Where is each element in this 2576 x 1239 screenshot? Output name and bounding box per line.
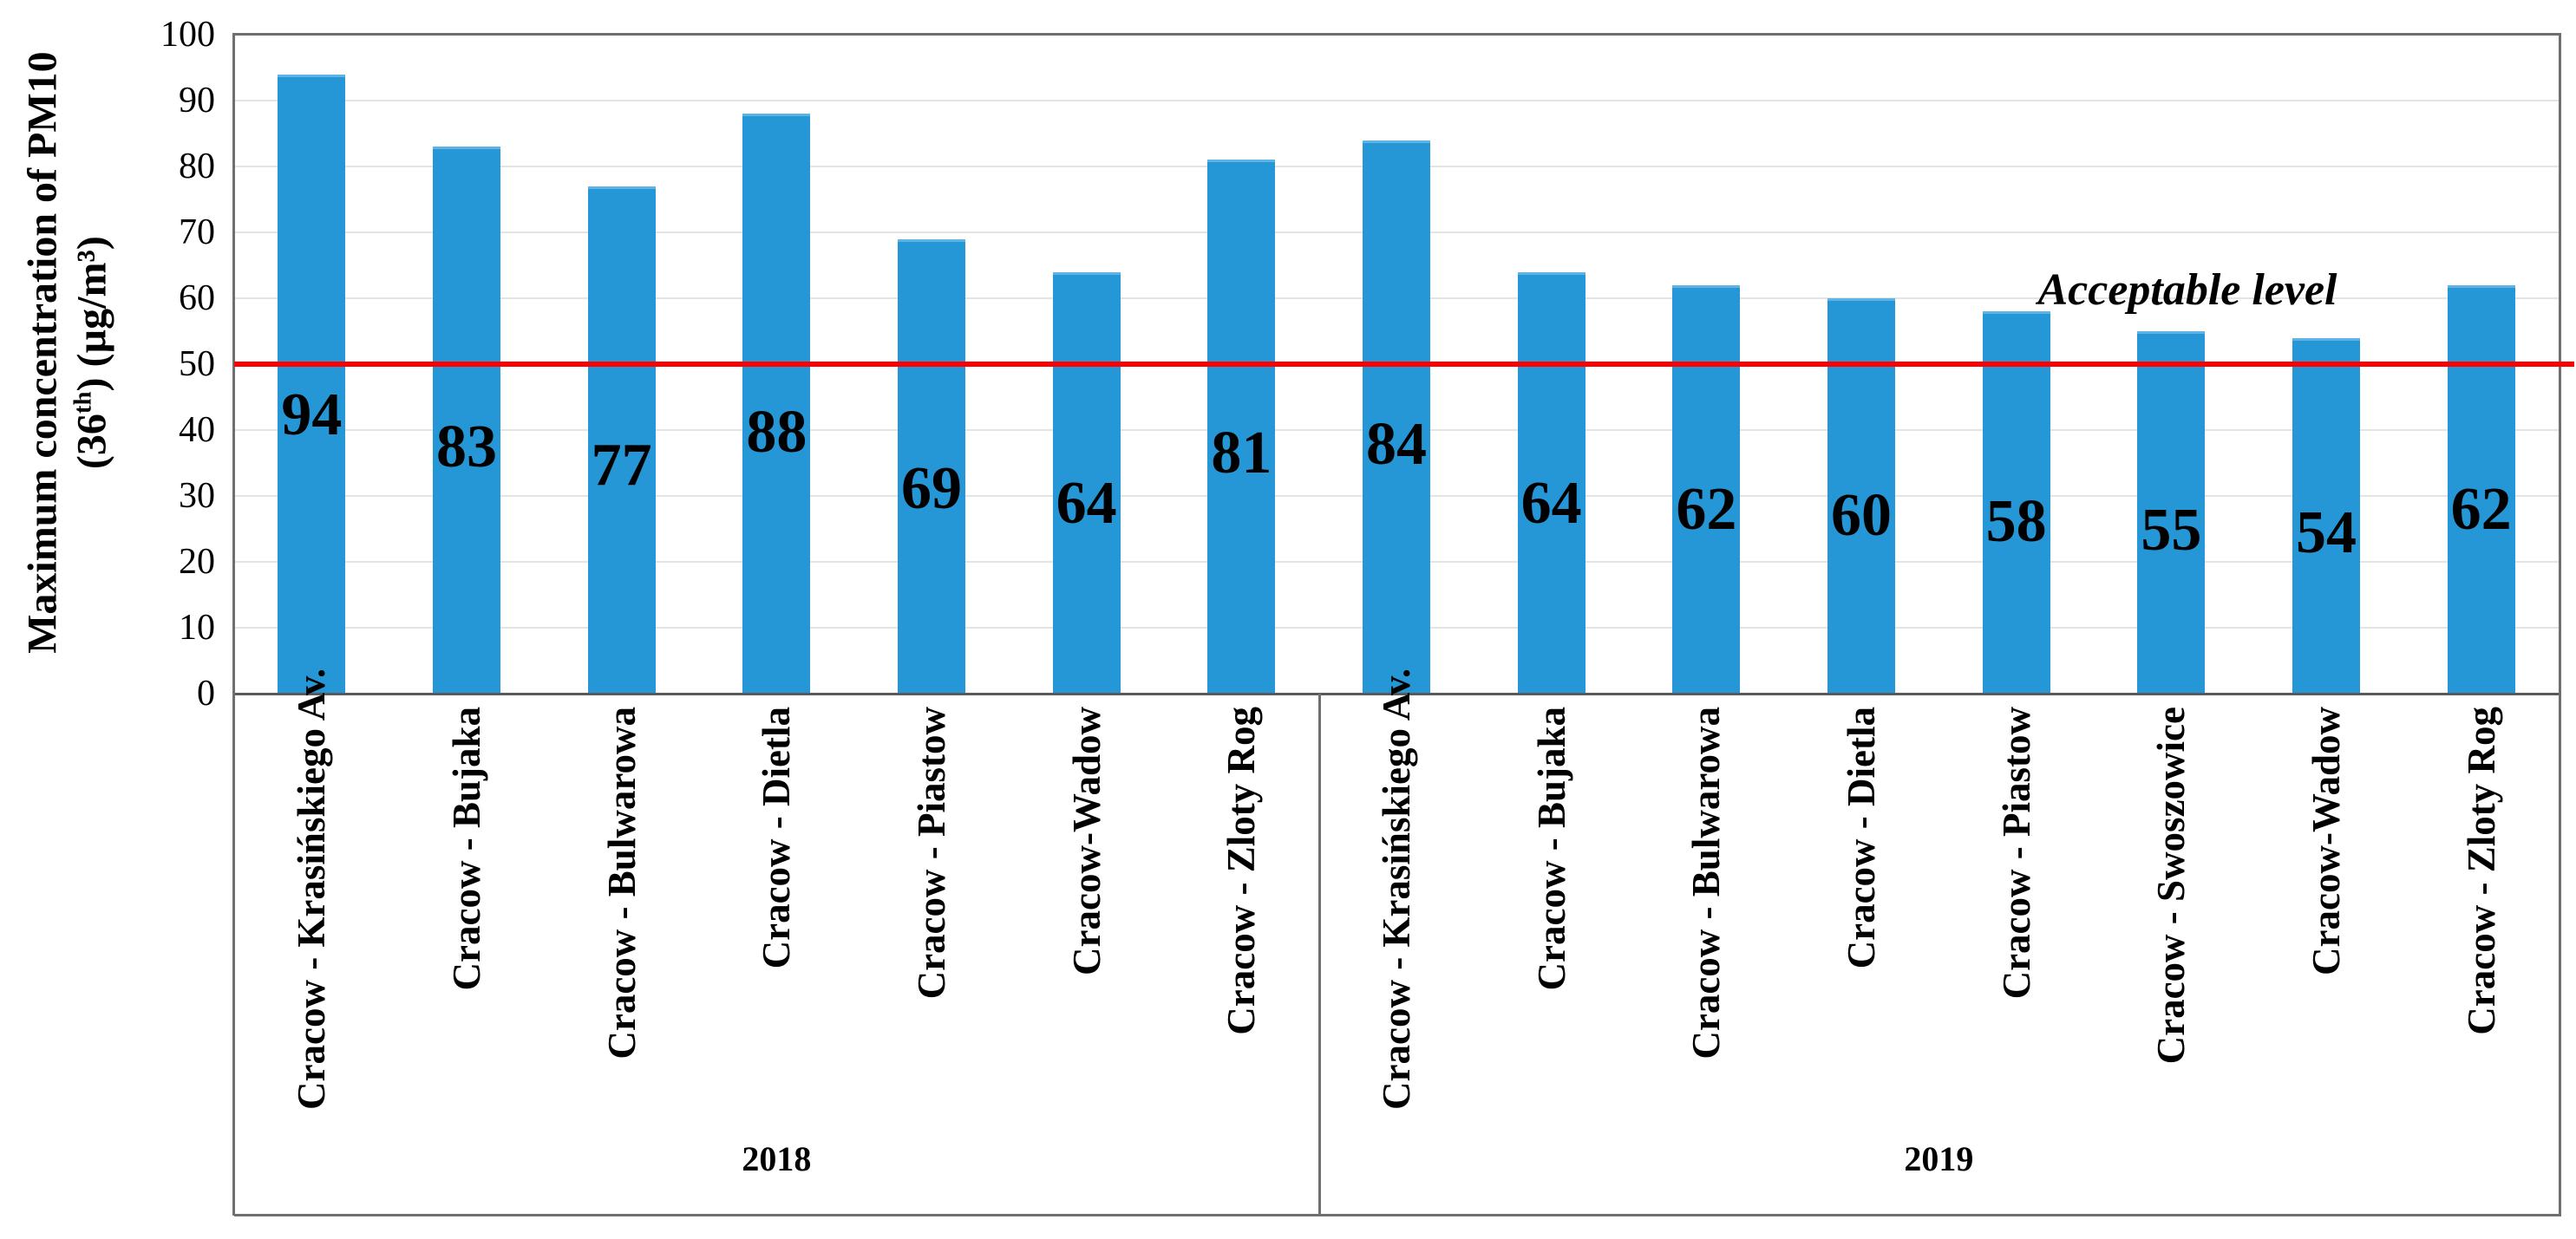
category-label: Cracow - Zloty Rog bbox=[1219, 707, 1264, 1035]
category-label: Cracow - Piastow bbox=[1994, 707, 2038, 1000]
acceptable-level-line bbox=[234, 362, 2574, 367]
category-band-bottom-line bbox=[234, 1214, 2561, 1216]
year-label-2018: 2018 bbox=[742, 1139, 812, 1178]
bar-value-label: 94 bbox=[281, 381, 343, 448]
bar-value-label: 58 bbox=[1985, 487, 2047, 555]
category-label: Cracow - Bulwarowa bbox=[599, 707, 644, 1060]
x-axis-line bbox=[234, 693, 2561, 695]
category-label: Cracow - Krasińskiego Av. bbox=[1375, 668, 1418, 1110]
category-label: Cracow - Bujaka bbox=[445, 707, 488, 991]
y-tick-label: 80 bbox=[179, 147, 215, 186]
bar-value-label: 81 bbox=[1211, 419, 1272, 486]
y-tick-label: 30 bbox=[179, 476, 215, 516]
bar bbox=[433, 147, 500, 694]
category-label: Cracow - Dietla bbox=[755, 707, 799, 969]
bar bbox=[1672, 284, 1741, 694]
bar-value-label: 64 bbox=[1056, 470, 1117, 538]
bar bbox=[1982, 311, 2050, 694]
bar bbox=[1363, 140, 1430, 694]
bar bbox=[587, 186, 656, 694]
bar bbox=[2137, 331, 2206, 694]
bar bbox=[1517, 271, 1585, 694]
y-tick-label: 10 bbox=[179, 608, 215, 648]
bar bbox=[742, 114, 811, 694]
bar-value-label: 88 bbox=[746, 399, 807, 466]
plot-border-top bbox=[234, 33, 2561, 36]
y-tick-label: 100 bbox=[160, 15, 215, 55]
bar-value-label: 60 bbox=[1831, 481, 1892, 549]
bar-value-label: 62 bbox=[2450, 475, 2512, 543]
category-label: Cracow - Dietla bbox=[1840, 707, 1883, 969]
y-tick-label: 90 bbox=[179, 81, 215, 121]
bar-value-label: 62 bbox=[1676, 475, 1737, 543]
bar bbox=[1207, 160, 1276, 694]
bar bbox=[898, 238, 965, 694]
y-tick-label: 0 bbox=[197, 674, 215, 714]
acceptable-level-label: Acceptable level bbox=[2037, 265, 2337, 315]
bar bbox=[278, 74, 346, 694]
y-tick-label: 70 bbox=[179, 212, 215, 252]
category-label: Cracow-Wadow bbox=[1064, 707, 1108, 975]
bar bbox=[1052, 271, 1121, 694]
category-label: Cracow-Wadow bbox=[2305, 707, 2348, 975]
y-tick-label: 50 bbox=[179, 344, 215, 384]
year-label-2019: 2019 bbox=[1904, 1139, 1974, 1178]
plot-border-left bbox=[232, 33, 235, 1216]
bar bbox=[2292, 337, 2360, 694]
bar-value-label: 64 bbox=[1520, 470, 1582, 538]
plot-border-right bbox=[2559, 33, 2561, 1216]
group-divider-line bbox=[1317, 694, 1321, 1216]
y-axis-title-line1: Maximum concentration of PM10 bbox=[19, 51, 66, 654]
category-label: Cracow - Swoszowice bbox=[2149, 707, 2194, 1065]
bar-value-label: 77 bbox=[591, 431, 652, 499]
bar-value-label: 55 bbox=[2141, 496, 2202, 564]
category-label: Cracow - Krasińskiego Av. bbox=[290, 668, 334, 1110]
y-tick-label: 60 bbox=[179, 278, 215, 318]
bar-value-label: 84 bbox=[1366, 410, 1427, 478]
y-tick-label: 20 bbox=[179, 542, 215, 582]
bar-value-label: 83 bbox=[436, 414, 497, 481]
category-label: Cracow - Zloty Rog bbox=[2459, 707, 2503, 1035]
category-label: Cracow - Bujaka bbox=[1529, 707, 1573, 991]
bar bbox=[2447, 284, 2515, 694]
bar-value-label: 69 bbox=[901, 455, 962, 523]
category-label: Cracow - Piastow bbox=[910, 707, 953, 1000]
gridline bbox=[234, 100, 2559, 101]
y-tick-label: 40 bbox=[179, 410, 215, 450]
category-label: Cracow - Bulwarowa bbox=[1684, 707, 1729, 1060]
bar-value-label: 54 bbox=[2296, 499, 2357, 567]
